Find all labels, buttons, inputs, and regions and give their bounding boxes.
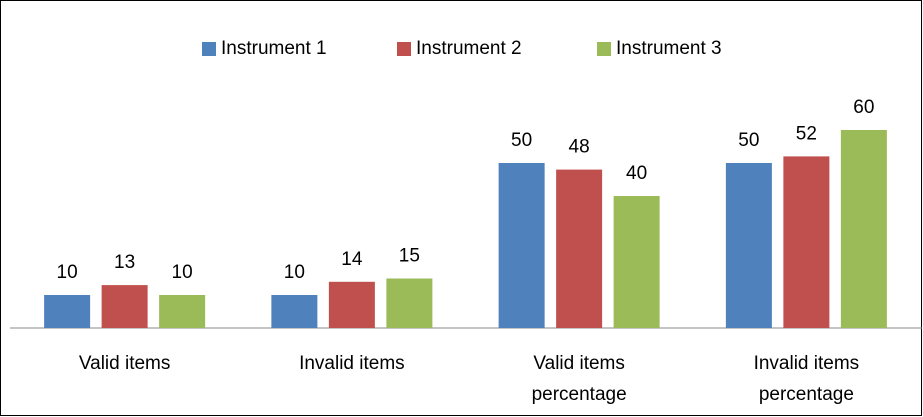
legend-swatch xyxy=(397,42,411,56)
legend-label: Instrument 1 xyxy=(221,38,327,59)
legend-swatch xyxy=(597,42,611,56)
bar xyxy=(613,196,660,328)
legend-label: Instrument 3 xyxy=(616,38,722,59)
bar xyxy=(386,278,433,328)
x-tick-label: Valid items percentage xyxy=(531,353,627,405)
bar xyxy=(271,295,318,328)
x-tick-label: Valid items xyxy=(78,353,171,374)
bar xyxy=(498,163,545,328)
bar xyxy=(840,130,887,328)
data-label: 10 xyxy=(284,262,305,283)
data-label: 60 xyxy=(853,97,874,118)
bar xyxy=(783,156,830,328)
data-label: 48 xyxy=(569,137,590,158)
bar xyxy=(44,295,91,328)
x-tick-label: Invalid items percentage xyxy=(753,353,860,405)
bar xyxy=(159,295,206,328)
x-tick-label: Invalid items xyxy=(299,353,405,374)
bar xyxy=(725,163,772,328)
data-label: 13 xyxy=(114,252,135,273)
data-label: 15 xyxy=(399,246,420,267)
bar xyxy=(328,281,375,328)
data-label: 14 xyxy=(341,249,363,270)
data-label: 40 xyxy=(626,163,647,184)
data-label: 50 xyxy=(511,130,532,151)
data-label: 10 xyxy=(172,262,193,283)
bar xyxy=(556,169,603,328)
legend-swatch xyxy=(202,42,216,56)
bar xyxy=(101,285,148,328)
data-label: 52 xyxy=(796,123,817,144)
data-label: 50 xyxy=(738,130,759,151)
legend-label: Instrument 2 xyxy=(416,38,522,59)
data-label: 10 xyxy=(57,262,78,283)
